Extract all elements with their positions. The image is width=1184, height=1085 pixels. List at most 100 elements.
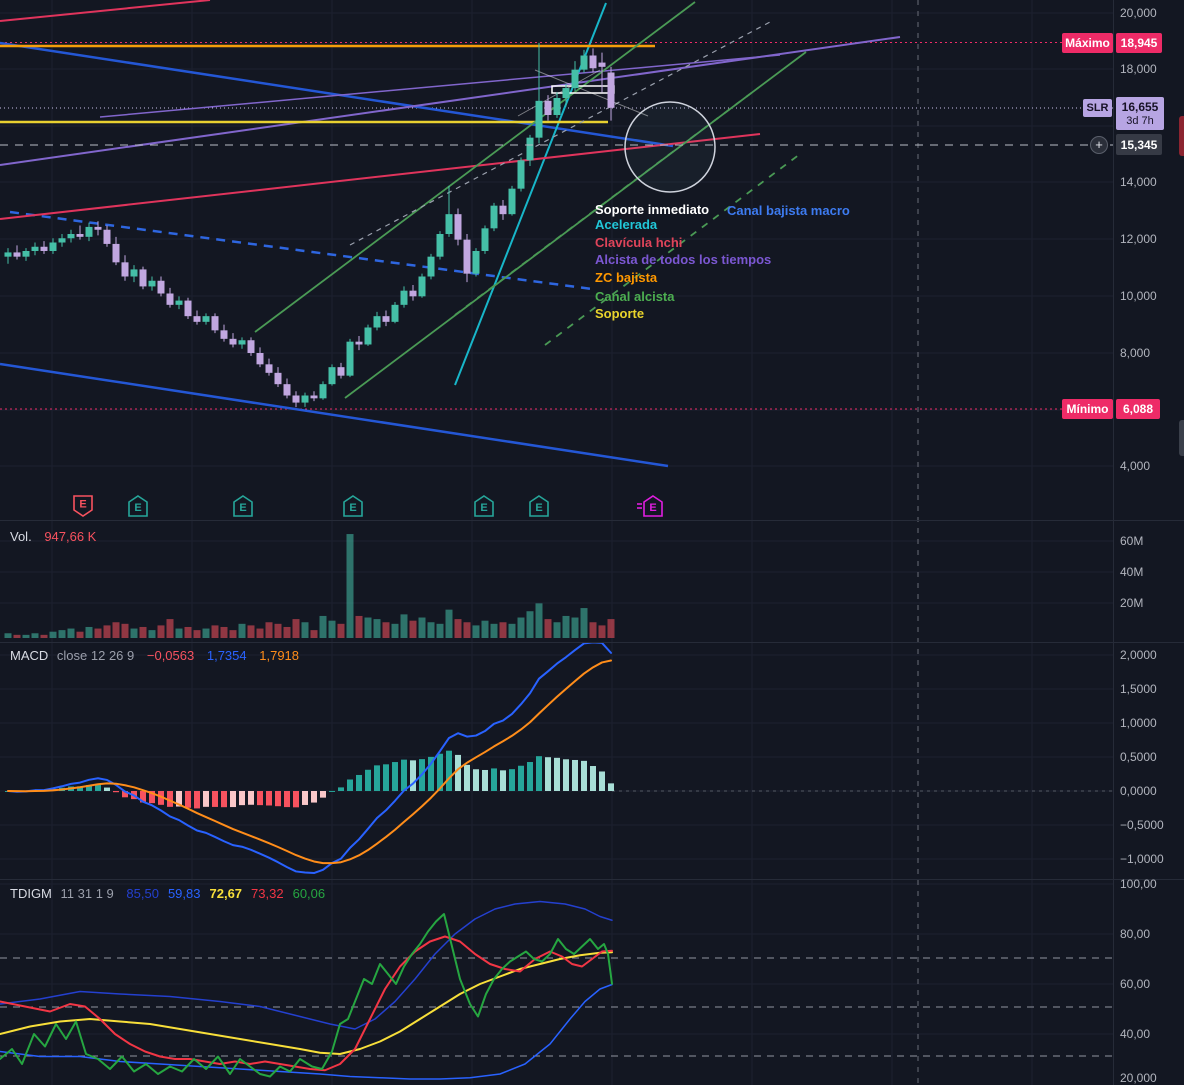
candle-body[interactable]: [139, 269, 147, 287]
add-alert-plus-button[interactable]: +: [1090, 136, 1108, 154]
candle-body[interactable]: [364, 327, 372, 345]
candle-body[interactable]: [310, 395, 318, 399]
candle-body[interactable]: [13, 252, 21, 257]
candle-body[interactable]: [589, 55, 597, 69]
drawing-label-zc-bajista[interactable]: ZC bajista: [595, 270, 658, 285]
candle-body[interactable]: [148, 280, 156, 287]
candle-body[interactable]: [220, 330, 228, 339]
candle-body[interactable]: [49, 242, 57, 252]
earnings-marker-earnings-upcoming[interactable]: E: [637, 495, 663, 517]
candle-body[interactable]: [202, 316, 210, 322]
candle-body[interactable]: [382, 316, 390, 322]
trendline-canal-alcista-dashed-2[interactable]: [544, 153, 801, 346]
candle-body[interactable]: [598, 62, 606, 67]
candle-body[interactable]: [76, 234, 84, 237]
candle-body[interactable]: [22, 251, 30, 257]
candle-body[interactable]: [112, 243, 120, 263]
earnings-marker-earnings-miss[interactable]: E: [73, 495, 93, 517]
candle-body[interactable]: [265, 364, 273, 373]
candle-body[interactable]: [247, 340, 255, 353]
drawing-label-soporte-inmediato[interactable]: Soporte inmediato: [595, 202, 710, 217]
candle-body[interactable]: [58, 238, 66, 243]
candle-body[interactable]: [409, 290, 417, 297]
earnings-marker-earnings-beat[interactable]: E: [529, 495, 549, 517]
candle-body[interactable]: [418, 276, 426, 297]
drawing-label-soporte[interactable]: Soporte: [595, 306, 645, 321]
candle-body[interactable]: [562, 88, 570, 98]
candle-body[interactable]: [301, 395, 309, 403]
candle-body[interactable]: [445, 214, 453, 234]
candle-body[interactable]: [427, 256, 435, 277]
earnings-marker-earnings-beat[interactable]: E: [233, 495, 253, 517]
candle-body[interactable]: [544, 100, 552, 115]
candle-body[interactable]: [553, 98, 561, 115]
macd-legend[interactable]: MACD close 12 26 9 −0,0563 1,7354 1,7918: [10, 648, 299, 663]
candle-body[interactable]: [4, 252, 12, 257]
maximo-label-badge[interactable]: Máximo: [1062, 33, 1113, 53]
candle-body[interactable]: [337, 367, 345, 376]
candle-body[interactable]: [103, 229, 111, 244]
candle-body[interactable]: [31, 246, 39, 251]
candle-body[interactable]: [490, 205, 498, 229]
candle-body[interactable]: [400, 290, 408, 305]
trendline-canal-bajista-macro-upper[interactable]: [0, 41, 674, 148]
candle-body[interactable]: [256, 353, 264, 365]
trendline-canal-bajista-macro-mid[interactable]: [9, 210, 593, 291]
earnings-marker-earnings-beat[interactable]: E: [474, 495, 494, 517]
candle-body[interactable]: [517, 160, 525, 189]
candle-body[interactable]: [499, 205, 507, 215]
candle-body[interactable]: [130, 269, 138, 277]
minimo-label-badge[interactable]: Mínimo: [1062, 399, 1113, 419]
candle-body[interactable]: [472, 251, 480, 274]
earnings-marker-earnings-beat[interactable]: E: [128, 495, 148, 517]
candle-body[interactable]: [292, 395, 300, 403]
candle-body[interactable]: [184, 300, 192, 317]
drawing-label-clav-cula-hchi[interactable]: Clavícula hchi: [595, 235, 683, 250]
candle-body[interactable]: [355, 341, 363, 345]
candle-body[interactable]: [40, 246, 48, 251]
trendline-clavicula-hchi[interactable]: [0, 133, 761, 220]
candle-body[interactable]: [283, 384, 291, 396]
candle-body[interactable]: [481, 228, 489, 251]
candle-body[interactable]: [454, 214, 462, 240]
trendline-clavicula-hchi-left[interactable]: [0, 0, 211, 22]
candle-body[interactable]: [193, 316, 201, 322]
candle-body[interactable]: [436, 234, 444, 257]
candle-body[interactable]: [166, 293, 174, 305]
candle-body[interactable]: [346, 341, 354, 376]
candle-body[interactable]: [373, 316, 381, 328]
candle-body[interactable]: [607, 72, 615, 108]
candle-body[interactable]: [238, 340, 246, 345]
candle-body[interactable]: [391, 304, 399, 322]
drawing-label-alcista-de-todos-los-tiempos[interactable]: Alcista de todos los tiempos: [595, 252, 772, 267]
candle-body[interactable]: [211, 316, 219, 331]
candle-body[interactable]: [229, 338, 237, 345]
drawing-label-canal-bajista-macro[interactable]: Canal bajista macro: [727, 203, 850, 218]
drawing-label-canal-alcista[interactable]: Canal alcista: [595, 289, 675, 304]
candle-body[interactable]: [463, 239, 471, 274]
ticker-tag-badge[interactable]: SLR: [1083, 99, 1112, 117]
candle-body[interactable]: [319, 384, 327, 399]
candle-body[interactable]: [175, 300, 183, 305]
candle-body[interactable]: [535, 100, 543, 138]
earnings-marker-earnings-beat[interactable]: E: [343, 495, 363, 517]
candle-body[interactable]: [85, 226, 93, 237]
candle-body[interactable]: [580, 55, 588, 70]
candle-body[interactable]: [157, 280, 165, 294]
candle-body[interactable]: [67, 234, 75, 239]
candle-body[interactable]: [94, 226, 102, 230]
trendline-canal-alcista-upper[interactable]: [254, 1, 696, 333]
candle-body[interactable]: [526, 137, 534, 161]
candle-body[interactable]: [328, 367, 336, 385]
candle-body[interactable]: [121, 262, 129, 277]
trendline-alcista-de-todos-los-tiempos-2[interactable]: [99, 54, 781, 118]
highlight-circle[interactable]: [624, 101, 716, 193]
candle-body[interactable]: [571, 69, 579, 89]
candle-body[interactable]: [274, 372, 282, 385]
drawing-label-acelerada[interactable]: Acelerada: [595, 217, 658, 232]
trendline-canal-bajista-macro-lower[interactable]: [0, 362, 669, 468]
candle-body[interactable]: [508, 188, 516, 215]
tdigm-legend[interactable]: TDIGM 11 31 1 9 85,50 59,83 72,67 73,32 60,0…: [10, 886, 325, 901]
volume-legend[interactable]: Vol. 947,66 K: [10, 529, 96, 544]
